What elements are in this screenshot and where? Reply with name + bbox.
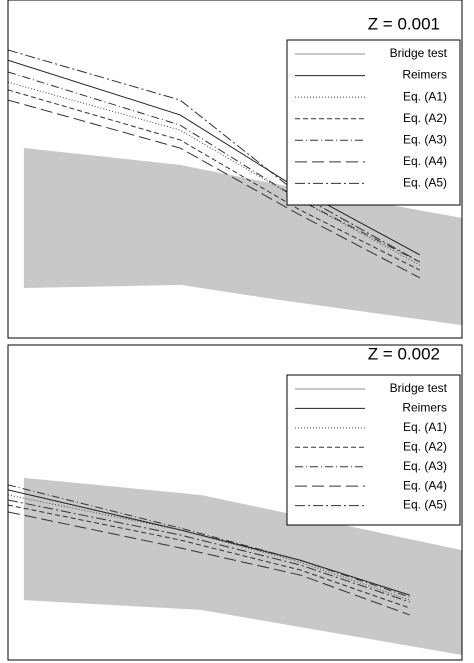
legend-label: Eq. (A3)	[403, 459, 447, 473]
legend-label: Eq. (A4)	[403, 154, 447, 168]
legend-label: Eq. (A4)	[403, 478, 447, 492]
legend-label: Bridge test	[390, 381, 448, 395]
chart-title: Z = 0.002	[368, 344, 440, 363]
series-line	[8, 499, 410, 603]
chart-title: Z = 0.001	[368, 14, 440, 33]
legend-label: Eq. (A3)	[403, 132, 447, 146]
series-line	[8, 494, 410, 601]
legend-box	[286, 39, 461, 206]
legend-label: Eq. (A5)	[403, 176, 447, 190]
series-line	[8, 99, 421, 279]
band-area	[23, 477, 462, 655]
legend-box	[286, 374, 461, 526]
legend-label: Reimers	[402, 68, 447, 82]
legend-label: Reimers	[402, 401, 447, 415]
legend-label: Eq. (A1)	[403, 420, 447, 434]
legend-label: Eq. (A2)	[403, 111, 447, 125]
series-line	[8, 59, 421, 256]
series-line	[8, 89, 421, 271]
series-line	[8, 71, 421, 263]
series-line	[8, 49, 421, 263]
series-line	[8, 489, 410, 596]
legend-label: Bridge test	[390, 46, 448, 60]
band-area	[23, 148, 462, 326]
plot-frame	[7, 0, 463, 339]
legend-label: Eq. (A2)	[403, 439, 447, 453]
legend-label: Eq. (A5)	[403, 498, 447, 512]
legend-label: Eq. (A1)	[403, 89, 447, 103]
plot-frame	[7, 344, 463, 661]
series-line	[8, 511, 410, 616]
